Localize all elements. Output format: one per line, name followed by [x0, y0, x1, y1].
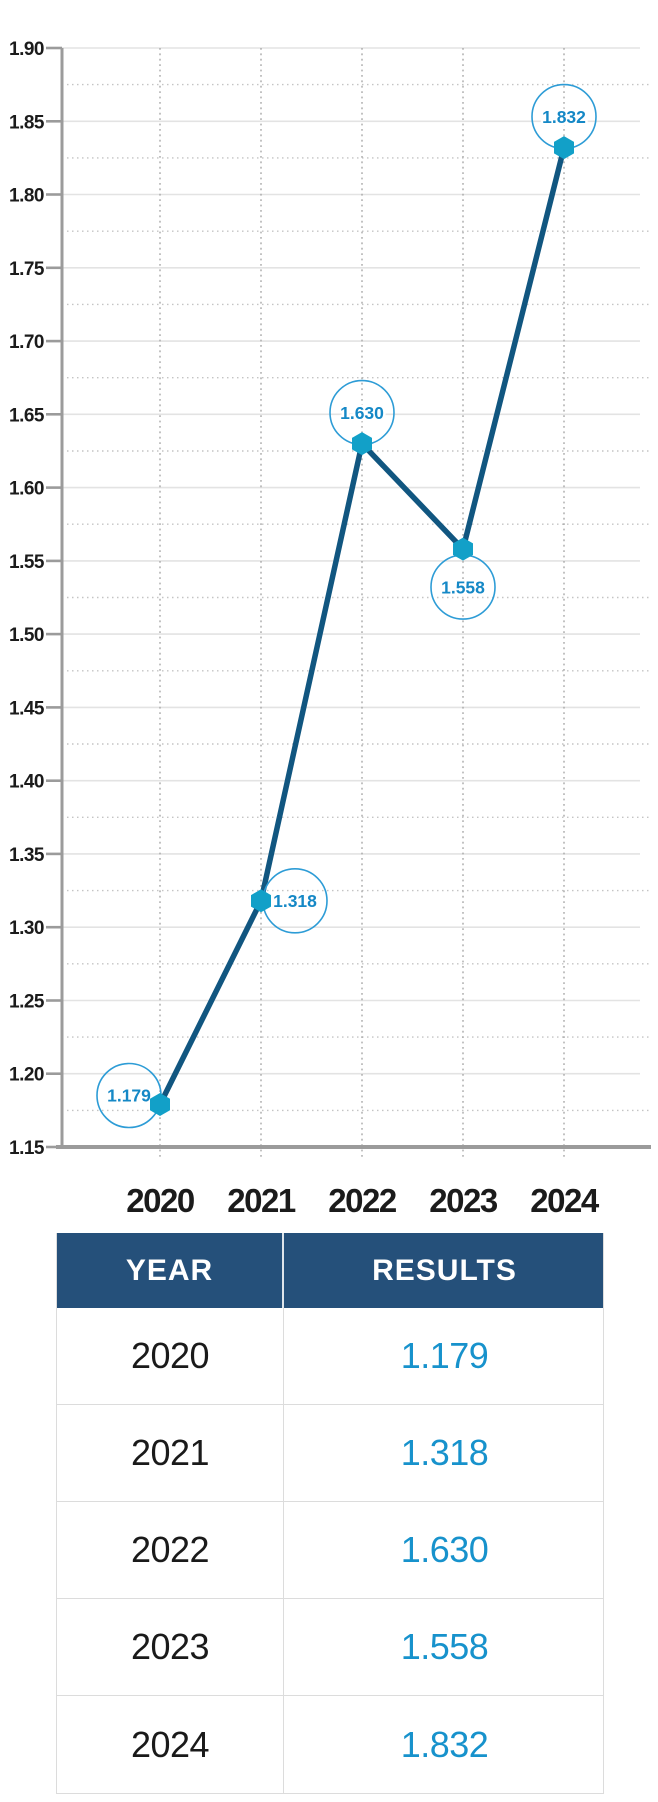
- y-axis-tick-label: 1.30: [9, 918, 44, 939]
- axes: 1.90 1.85 1.80 1.75 1.70 1.65 1.60 1.55 1.50 1.45…: [9, 39, 651, 1159]
- y-axis-tick-label: 1.90: [9, 39, 44, 60]
- y-axis-tick-label: 1.55: [9, 552, 45, 573]
- year-cell: 2022: [57, 1502, 284, 1598]
- data-point-marker: [251, 889, 271, 913]
- point-labels: 1.179 1.318 1.630 1.558 1.832: [96, 83, 597, 1129]
- x-axis-tick-label: 2024: [530, 1182, 600, 1219]
- result-cell: 1.318: [400, 1432, 489, 1473]
- y-axis-tick-label: 1.60: [9, 479, 44, 500]
- table-header-row: YEAR RESULTS: [57, 1233, 603, 1308]
- table-row: 2021 1.318: [57, 1405, 603, 1502]
- data-point-markers: [150, 136, 574, 1116]
- y-axis-tick-label: 1.85: [9, 112, 45, 133]
- table-row: 2022 1.630: [57, 1502, 603, 1599]
- point-label-text: 1.558: [441, 577, 485, 597]
- point-label-text: 1.630: [340, 403, 384, 423]
- result-cell: 1.832: [400, 1723, 489, 1765]
- x-axis-tick-label: 2023: [429, 1182, 498, 1219]
- y-axis-tick-label: 1.35: [9, 845, 45, 866]
- year-cell: 2021: [57, 1405, 284, 1501]
- table-row: 2024 1.832: [57, 1696, 603, 1793]
- y-axis-tick-label: 1.20: [9, 1065, 44, 1086]
- result-cell: 1.179: [400, 1335, 489, 1376]
- y-axis-tick-label: 1.45: [9, 698, 45, 719]
- result-cell: 1.558: [400, 1626, 489, 1667]
- y-axis-tick-label: 1.15: [9, 1138, 45, 1159]
- table-row: 2020 1.179: [57, 1308, 603, 1405]
- result-cell: 1.630: [400, 1529, 489, 1570]
- year-cell: 2023: [57, 1599, 284, 1695]
- x-axis-labels: 2020 2021 2022 2023 2024: [126, 1182, 601, 1219]
- table-header-year: YEAR: [57, 1233, 284, 1308]
- gridlines: [62, 47, 651, 1160]
- results-table: YEAR RESULTS 2020 1.179 2021 1.318 2022 …: [56, 1233, 604, 1794]
- y-axis-tick-label: 1.75: [9, 259, 45, 280]
- year-cell: 2020: [57, 1308, 284, 1404]
- point-label-text: 1.318: [273, 891, 317, 911]
- table-header-results: RESULTS: [372, 1253, 517, 1287]
- y-axis-tick-label: 1.25: [9, 992, 45, 1013]
- data-point-marker: [150, 1093, 170, 1116]
- data-point-marker: [554, 136, 574, 160]
- x-axis-tick-label: 2022: [328, 1182, 397, 1219]
- point-label-text: 1.832: [542, 107, 586, 127]
- x-axis-tick-label: 2020: [126, 1182, 194, 1219]
- y-axis-tick-label: 1.50: [9, 625, 44, 646]
- data-point-marker: [453, 537, 473, 561]
- y-axis-tick-label: 1.40: [9, 772, 44, 793]
- y-axis-tick-label: 1.65: [9, 405, 45, 426]
- x-axis-tick-label: 2021: [227, 1182, 296, 1219]
- data-point-marker: [352, 432, 372, 456]
- y-axis-tick-label: 1.70: [9, 332, 44, 353]
- table-row: 2023 1.558: [57, 1599, 603, 1696]
- point-label-text: 1.179: [107, 1086, 151, 1106]
- line-chart: 1.90 1.85 1.80 1.75 1.70 1.65 1.60 1.55 1.50 1.45…: [9, 39, 651, 1219]
- year-cell: 2024: [57, 1696, 284, 1793]
- y-axis-tick-label: 1.80: [9, 186, 44, 207]
